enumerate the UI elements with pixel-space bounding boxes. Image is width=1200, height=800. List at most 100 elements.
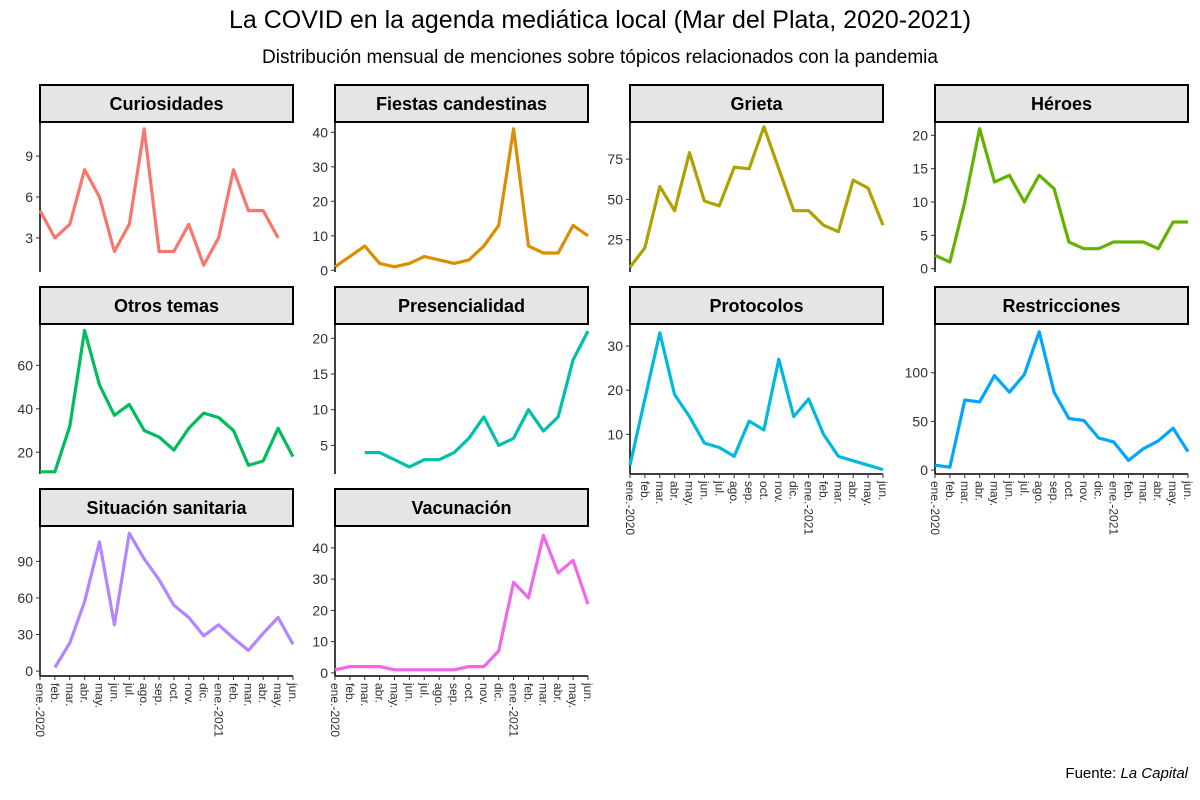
facet-strip-otros-temas — [39, 286, 294, 325]
y-tick-label: 10 — [312, 228, 328, 244]
x-tick-label: mar. — [536, 683, 550, 706]
facet-title-restricciones: Restricciones — [1002, 296, 1120, 316]
y-tick-label: 9 — [25, 148, 33, 164]
facet-strip-vacunacion — [334, 488, 589, 527]
x-tick-label: may. — [861, 481, 875, 506]
y-tick-label: 30 — [312, 159, 328, 175]
x-tick-label: feb. — [48, 683, 62, 703]
y-tick-label: 10 — [607, 426, 623, 442]
x-tick-label: jul. — [712, 480, 726, 496]
x-tick-label: may. — [988, 481, 1002, 506]
y-tick-label: 5 — [920, 227, 928, 243]
y-tick-label: 30 — [17, 627, 33, 643]
source-caption: Fuente: La Capital — [1065, 765, 1188, 782]
facet-title-protocolos: Protocolos — [709, 296, 803, 316]
series-line-otros-temas — [40, 328, 295, 474]
x-tick-label: dic. — [787, 481, 801, 500]
caption-source: La Capital — [1120, 765, 1188, 782]
facet-strip-protocolos — [629, 286, 884, 325]
series-line-protocolos — [628, 331, 884, 472]
x-tick-label: feb. — [1121, 481, 1135, 501]
y-tick-label: 15 — [312, 366, 328, 382]
x-tick-label: ene.-2021 — [212, 683, 226, 737]
x-tick-label: may. — [93, 683, 107, 708]
x-tick-label: jun. — [402, 682, 416, 702]
x-tick-label: ene.-2020 — [623, 481, 637, 535]
facet-strip-fiestas-candestinas — [334, 84, 589, 123]
y-tick-label: 3 — [25, 230, 33, 246]
x-tick-label: feb. — [343, 683, 357, 703]
y-tick-label: 10 — [312, 634, 328, 650]
y-tick-label: 60 — [17, 357, 33, 373]
series-line-curiosidades — [38, 127, 280, 267]
y-tick-label: 40 — [17, 401, 33, 417]
x-tick-label: mar. — [358, 683, 372, 706]
facet-title-grieta: Grieta — [730, 94, 783, 114]
y-tick-label: 40 — [312, 124, 328, 140]
y-tick-label: 5 — [320, 437, 328, 453]
x-tick-label: jun. — [1181, 480, 1195, 500]
x-tick-label: feb. — [638, 481, 652, 501]
x-tick-label: ene.-2020 — [33, 683, 47, 737]
x-tick-label: abr. — [78, 683, 92, 703]
x-tick-label: mar. — [1136, 481, 1150, 504]
x-tick-label: jul. — [1017, 480, 1031, 496]
x-tick-label: jun. — [581, 682, 595, 702]
y-tick-label: 6 — [25, 189, 33, 205]
y-tick-label: 20 — [607, 382, 623, 398]
x-tick-label: mar. — [958, 481, 972, 504]
facet-strip-heroes — [934, 84, 1189, 123]
x-tick-label: ene.-2021 — [802, 481, 816, 535]
x-tick-label: nov. — [772, 481, 786, 503]
y-tick-label: 60 — [17, 590, 33, 606]
x-tick-label: mar. — [63, 683, 77, 706]
y-tick-label: 50 — [912, 413, 928, 429]
y-tick-label: 20 — [17, 444, 33, 460]
x-tick-label: dic. — [197, 683, 211, 702]
x-tick-label: may. — [388, 683, 402, 708]
x-tick-label: nov. — [477, 683, 491, 705]
x-tick-label: dic. — [1092, 481, 1106, 500]
y-tick-label: 90 — [17, 553, 33, 569]
caption-prefix: Fuente: — [1065, 765, 1121, 782]
x-tick-label: abr. — [256, 683, 270, 703]
x-tick-label: ene.-2020 — [328, 683, 342, 737]
x-tick-label: ago. — [432, 683, 446, 706]
x-tick-label: feb. — [226, 683, 240, 703]
x-tick-label: mar. — [241, 683, 255, 706]
chart-title: La COVID en la agenda mediática local (M… — [228, 6, 972, 34]
y-tick-label: 100 — [905, 365, 929, 381]
series-line-grieta — [628, 125, 885, 269]
x-tick-label: oct. — [1062, 481, 1076, 500]
y-tick-label: 25 — [607, 232, 623, 248]
facet-strip-grieta — [629, 84, 884, 123]
facet-strip-presencialidad — [334, 286, 589, 325]
x-tick-label: jun. — [1002, 480, 1016, 500]
x-tick-label: feb. — [943, 481, 957, 501]
x-tick-label: mar. — [831, 481, 845, 504]
x-tick-label: jun. — [876, 480, 890, 500]
facet-title-vacunacion: Vacunación — [411, 498, 511, 518]
y-tick-label: 0 — [920, 462, 928, 478]
y-tick-label: 10 — [312, 402, 328, 418]
x-tick-label: ene.-2020 — [928, 481, 942, 535]
x-tick-label: may. — [271, 683, 285, 708]
x-tick-label: may. — [683, 481, 697, 506]
y-tick-label: 20 — [312, 602, 328, 618]
facet-title-otros-temas: Otros temas — [114, 296, 219, 316]
facet-title-situacion-sanitaria: Situación sanitaria — [86, 498, 247, 518]
chart-subtitle: Distribución mensual de menciones sobre … — [262, 47, 938, 68]
x-tick-label: may. — [1166, 481, 1180, 506]
x-tick-label: sep. — [1047, 481, 1061, 504]
x-tick-label: ago. — [1032, 481, 1046, 504]
series-line-restricciones — [934, 330, 1190, 469]
y-tick-label: 40 — [312, 540, 328, 556]
x-tick-label: ene.-2021 — [507, 683, 521, 737]
x-tick-label: jul. — [417, 682, 431, 698]
facet-strip-curiosidades — [39, 84, 294, 123]
series-line-situacion-sanitaria — [53, 531, 295, 669]
y-tick-label: 0 — [25, 663, 33, 679]
y-tick-label: 0 — [320, 262, 328, 278]
y-tick-label: 15 — [912, 161, 928, 177]
y-tick-label: 75 — [607, 151, 623, 167]
